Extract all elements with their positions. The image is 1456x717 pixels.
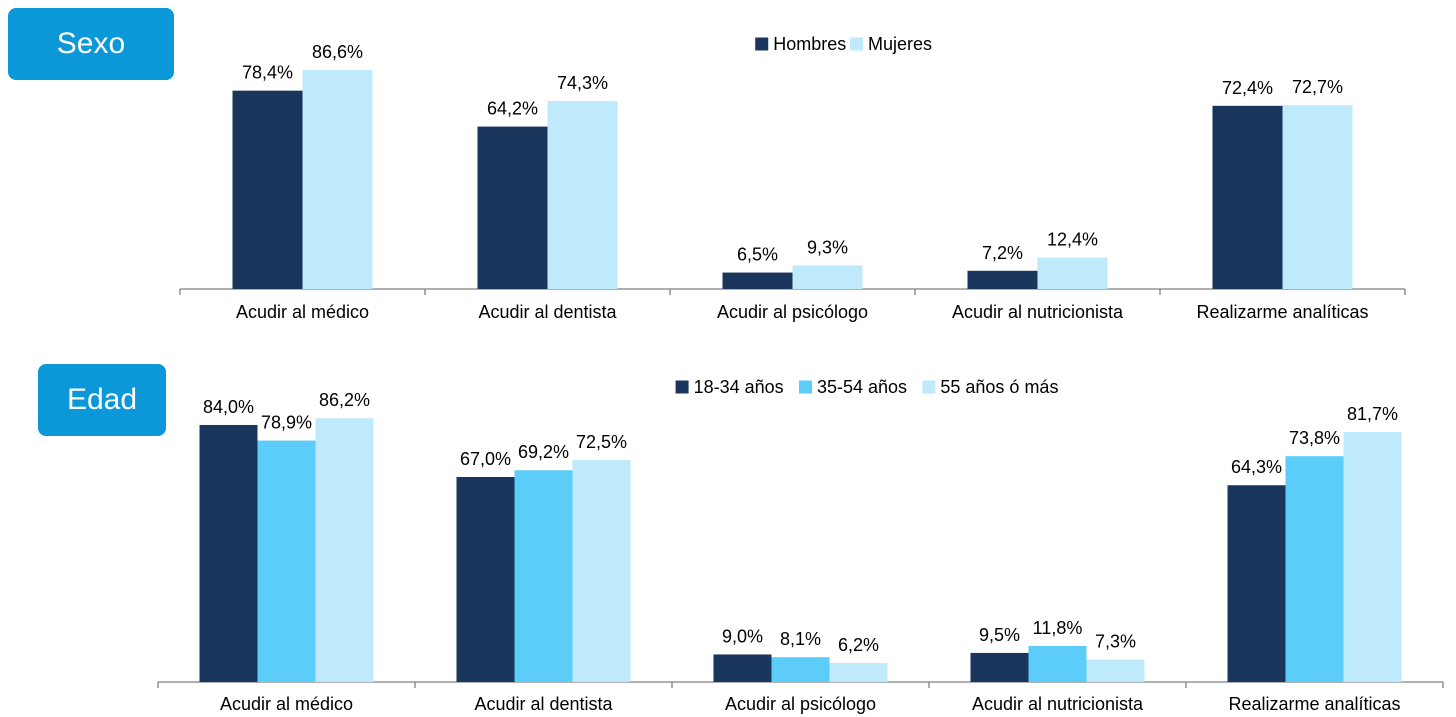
chart-panel-0: 78,4% 86,6% Acudir al médico 64,2% 74,3% Acud…	[179, 34, 1406, 322]
bar-18-34-años-0	[199, 424, 258, 682]
data-label: 72,5%	[576, 432, 627, 452]
data-label: 11,8%	[1033, 618, 1083, 638]
category-label: Realizarme analíticas	[1196, 302, 1368, 322]
category-label: Acudir al dentista	[478, 302, 617, 322]
legend: Hombres Mujeres	[755, 34, 932, 54]
bar-hombres-2	[722, 272, 793, 289]
data-label: 72,7%	[1292, 77, 1343, 97]
data-label: 6,2%	[838, 635, 879, 655]
data-label: 6,5%	[737, 245, 778, 265]
data-label: 78,4%	[242, 63, 293, 83]
data-label: 74,3%	[557, 73, 608, 93]
data-label: 67,0%	[460, 449, 511, 469]
legend-swatch	[798, 380, 812, 394]
bar-55-años-ó-más-0	[315, 418, 374, 682]
data-label: 73,8%	[1289, 428, 1340, 448]
bar-35-54-años-3	[1028, 645, 1087, 682]
data-label: 7,2%	[982, 243, 1023, 263]
bar-55-años-ó-más-3	[1086, 659, 1145, 682]
legend: 18-34 años 35-54 años 55 años ó más	[675, 377, 1058, 397]
bar-55-años-ó-más-2	[829, 663, 888, 682]
legend-swatch	[850, 37, 863, 51]
category-label: Acudir al médico	[220, 694, 353, 714]
bar-mujeres-1	[547, 101, 618, 290]
edad-badge: Edad	[38, 364, 166, 436]
category-label: Acudir al nutricionista	[952, 302, 1124, 322]
data-label: 7,3%	[1095, 632, 1136, 652]
bar-35-54-años-2	[771, 657, 830, 682]
bar-18-34-años-3	[970, 652, 1029, 682]
bar-mujeres-0	[302, 69, 373, 289]
bar-mujeres-3	[1037, 257, 1108, 289]
bar-55-años-ó-más-1	[572, 460, 631, 682]
data-label: 12,4%	[1047, 230, 1098, 250]
category-label: Acudir al médico	[236, 302, 369, 322]
legend-swatch	[675, 380, 689, 394]
bar-35-54-años-1	[514, 470, 573, 682]
data-label: 64,2%	[487, 99, 538, 119]
bar-55-años-ó-más-4	[1343, 431, 1402, 682]
bar-18-34-años-4	[1227, 485, 1286, 682]
legend-label: 35-54 años	[817, 377, 907, 397]
data-label: 84,0%	[203, 397, 254, 417]
bar-mujeres-2	[792, 265, 863, 289]
bar-hombres-3	[967, 270, 1038, 289]
legend-label: 55 años ó más	[940, 377, 1058, 397]
bar-18-34-años-1	[456, 476, 515, 682]
bar-18-34-años-2	[713, 654, 772, 682]
bar-35-54-años-0	[257, 440, 316, 682]
data-label: 86,6%	[312, 42, 363, 62]
data-label: 69,2%	[518, 442, 569, 462]
data-label: 9,0%	[722, 626, 763, 646]
bar-hombres-0	[232, 90, 303, 289]
category-label: Acudir al dentista	[474, 694, 613, 714]
sexo-badge: Sexo	[8, 8, 174, 80]
data-label: 8,1%	[780, 629, 821, 649]
bar-hombres-1	[477, 126, 548, 289]
bar-hombres-4	[1212, 105, 1283, 289]
category-label: Realizarme analíticas	[1228, 694, 1400, 714]
legend-swatch	[755, 37, 769, 51]
legend-label: Mujeres	[868, 34, 932, 54]
category-label: Acudir al psicólogo	[717, 302, 868, 322]
category-label: Acudir al nutricionista	[972, 694, 1144, 714]
data-label: 9,5%	[979, 625, 1020, 645]
data-label: 9,3%	[807, 237, 848, 257]
data-label: 81,7%	[1347, 404, 1398, 424]
data-label: 64,3%	[1231, 457, 1282, 477]
chart-panel-1: 84,0% 78,9% 86,2% Acudir al médico 67,0% 69,2…	[157, 377, 1444, 714]
data-label: 72,4%	[1222, 78, 1273, 98]
legend-label: Hombres	[773, 34, 846, 54]
data-label: 86,2%	[319, 390, 370, 410]
bar-35-54-años-4	[1285, 456, 1344, 682]
legend-label: 18-34 años	[694, 377, 784, 397]
data-label: 78,9%	[261, 413, 312, 433]
bar-mujeres-4	[1282, 105, 1353, 289]
legend-swatch	[922, 380, 936, 394]
category-label: Acudir al psicólogo	[725, 694, 876, 714]
